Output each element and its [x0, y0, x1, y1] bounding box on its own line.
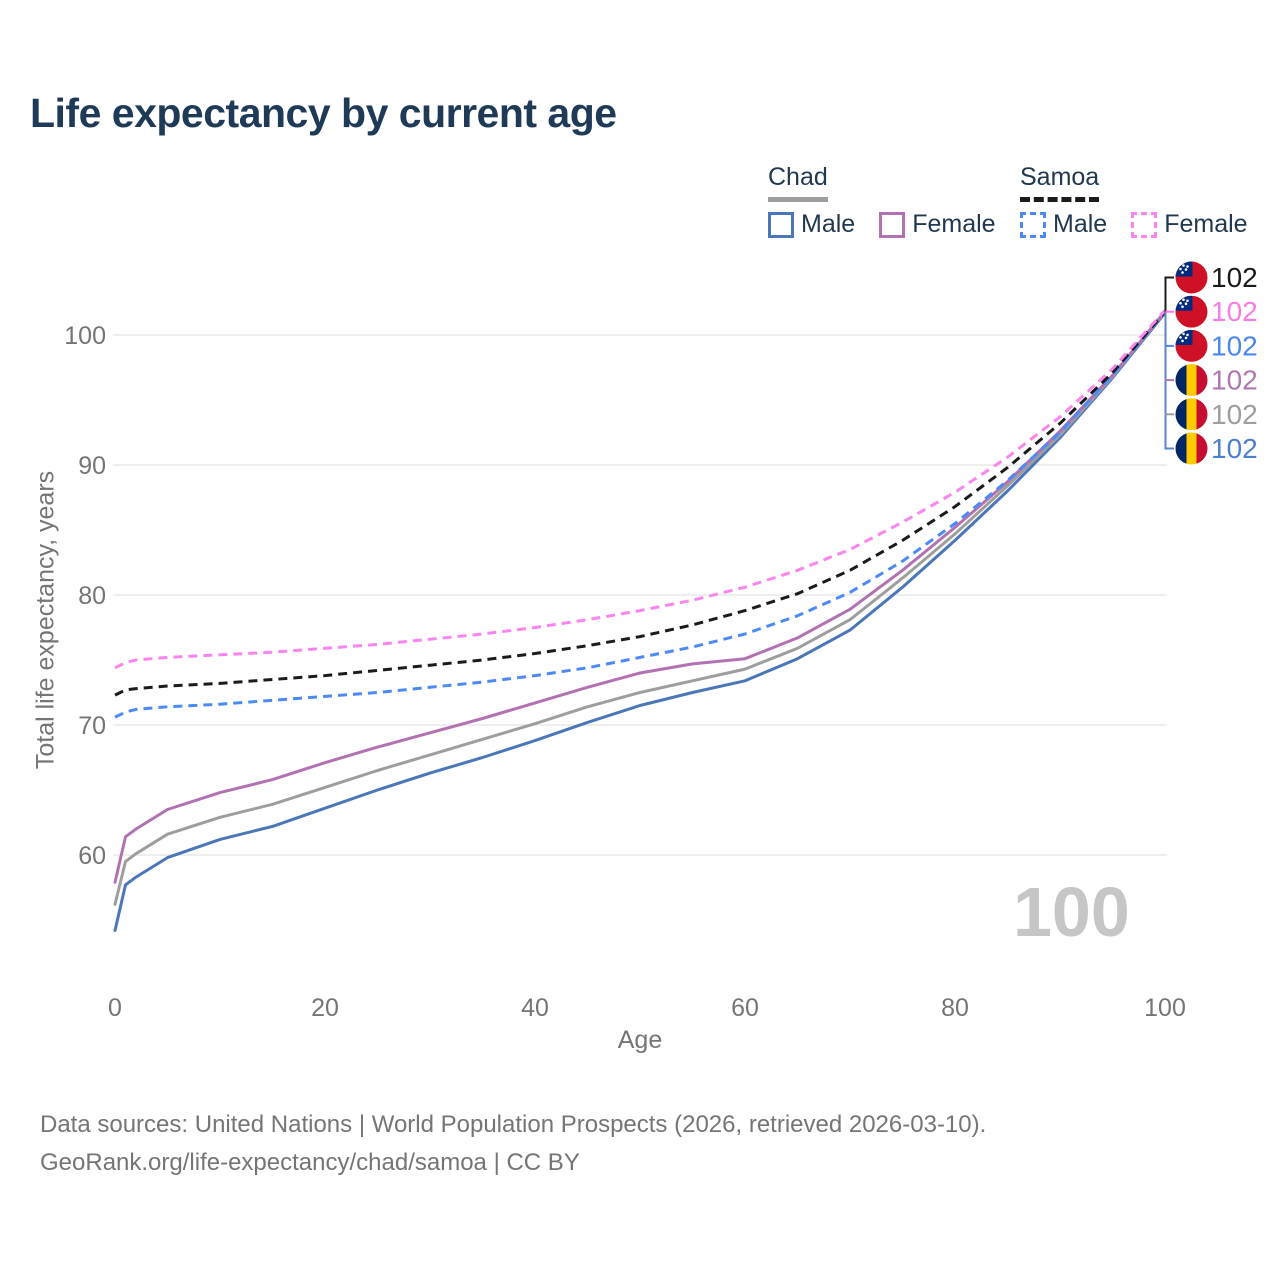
- legend-group-samoa: Samoa Male Female: [1020, 163, 1248, 239]
- gridlines: [113, 334, 1167, 856]
- samoa-flag-icon: [1175, 261, 1208, 294]
- page-title: Life expectancy by current age: [30, 90, 617, 136]
- x-axis-ticks: 0 20 40 60 80 100: [108, 994, 1186, 1022]
- legend-group-chad: Chad Male Female: [768, 163, 996, 239]
- chad-flag-icon: [1175, 432, 1208, 465]
- legend-country-samoa[interactable]: Samoa: [1020, 163, 1100, 202]
- legend-item-label: Female: [912, 210, 996, 238]
- legend-row-chad: Male Female: [768, 210, 996, 239]
- chad-flag-icon: [1175, 398, 1208, 431]
- samoa-male-swatch: [1020, 211, 1046, 238]
- y-tick-label: 60: [78, 842, 106, 870]
- data-sources-line: Data sources: United Nations | World Pop…: [40, 1111, 987, 1138]
- samoa-flag-icon: [1175, 295, 1208, 328]
- endpoint-value: 102: [1211, 365, 1258, 396]
- x-axis-title: Age: [617, 1026, 663, 1054]
- endpoint-value: 102: [1211, 433, 1258, 464]
- line-chad-female[interactable]: [113, 310, 1167, 884]
- endpoint-connector-bracket: [1164, 276, 1174, 450]
- legend-item-chad-male[interactable]: Male: [768, 210, 855, 239]
- endpoint-value: 102: [1211, 330, 1258, 361]
- x-tick-label: 0: [108, 994, 122, 1022]
- x-tick-label: 80: [941, 994, 969, 1022]
- x-tick-label: 60: [731, 994, 759, 1022]
- endpoint-value: 102: [1211, 399, 1258, 430]
- x-tick-label: 100: [1144, 994, 1186, 1022]
- line-chad-all[interactable]: [113, 310, 1167, 906]
- x-tick-label: 20: [311, 994, 339, 1022]
- bracket-arm: [1164, 276, 1174, 313]
- bracket-spine: [1164, 312, 1174, 450]
- endpoint-value: 102: [1211, 296, 1258, 327]
- legend-item-chad-female[interactable]: Female: [879, 210, 996, 239]
- x-tick-label: 40: [521, 994, 549, 1022]
- legend-row-samoa: Male Female: [1020, 210, 1248, 239]
- samoa-flag-icon: [1175, 329, 1208, 362]
- chad-flag-icon: [1175, 364, 1208, 397]
- footer: Data sources: United Nations | World Pop…: [40, 1106, 986, 1182]
- chad-female-swatch: [879, 211, 906, 238]
- y-tick-label: 70: [78, 712, 106, 740]
- line-samoa-male[interactable]: [114, 310, 1167, 719]
- legend-item-label: Male: [801, 210, 856, 238]
- line-chad-male[interactable]: [113, 311, 1167, 932]
- line-samoa-all[interactable]: [114, 310, 1167, 697]
- legend-item-label: Female: [1164, 210, 1248, 238]
- legend-item-samoa-female[interactable]: Female: [1131, 210, 1248, 239]
- legend-item-samoa-male[interactable]: Male: [1020, 210, 1107, 239]
- y-tick-label: 90: [78, 452, 106, 480]
- chad-male-swatch: [768, 211, 794, 238]
- y-axis-ticks: 60 70 80 90 100: [64, 322, 106, 870]
- line-samoa-female[interactable]: [114, 309, 1167, 670]
- y-axis-title: Total life expectancy, years: [31, 470, 60, 770]
- samoa-female-swatch: [1131, 211, 1158, 238]
- endpoint-value: 102: [1211, 262, 1258, 293]
- y-tick-label: 80: [78, 582, 106, 610]
- legend-item-label: Male: [1053, 210, 1108, 238]
- attribution-line: GeoRank.org/life-expectancy/chad/samoa |…: [40, 1149, 580, 1176]
- legend-country-chad[interactable]: Chad: [768, 163, 828, 202]
- age-counter-watermark: 100: [1013, 873, 1130, 951]
- series-lines: [113, 309, 1167, 932]
- y-tick-label: 100: [64, 322, 106, 350]
